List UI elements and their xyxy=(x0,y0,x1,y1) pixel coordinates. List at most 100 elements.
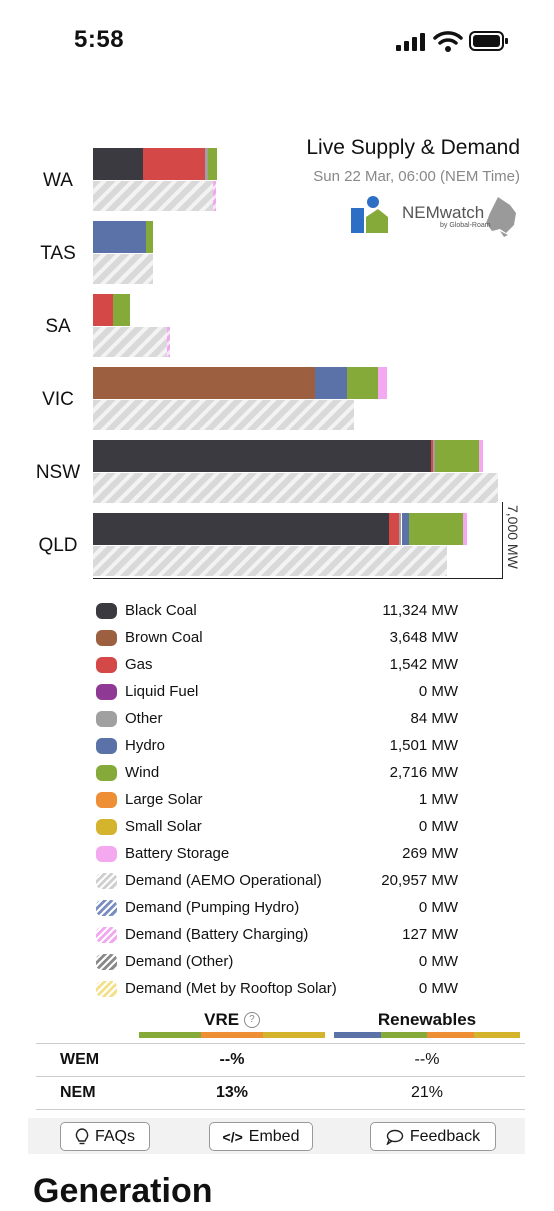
demand-bar-qld[interactable] xyxy=(93,546,448,576)
supply-bar-qld-other[interactable] xyxy=(398,513,402,545)
supply-bar-vic-wind[interactable] xyxy=(346,367,379,399)
legend-name: Hydro xyxy=(125,737,166,754)
demand-bar-tas[interactable] xyxy=(93,254,153,284)
supply-bar-nsw-wind[interactable] xyxy=(434,440,480,472)
section-heading: Generation xyxy=(33,1172,213,1210)
demand-bar-sa[interactable] xyxy=(93,327,168,357)
legend-swatch xyxy=(96,927,117,943)
supply-bar-wa-gas[interactable] xyxy=(143,148,206,180)
vre-color-strip xyxy=(139,1032,325,1038)
supply-bar-qld-wind[interactable] xyxy=(409,513,464,545)
feedback-button[interactable]: Feedback xyxy=(370,1122,496,1151)
vre-value: --% xyxy=(219,1051,245,1068)
legend-value: 127 MW xyxy=(402,926,458,943)
status-bar: 5:58 xyxy=(0,0,554,80)
legend-item[interactable]: Demand (Battery Charging) 127 MW xyxy=(96,924,466,951)
renewables-color-strip xyxy=(334,1032,520,1038)
legend-item[interactable]: Black Coal 11,324 MW xyxy=(96,600,466,627)
legend-swatch xyxy=(96,819,117,835)
status-time: 5:58 xyxy=(74,26,125,53)
supply-bar-tas-hydro[interactable] xyxy=(93,221,146,253)
legend-value: 269 MW xyxy=(402,845,458,862)
legend-name: Demand (Met by Rooftop Solar) xyxy=(125,980,337,997)
chart-subtitle: Sun 22 Mar, 06:00 (NEM Time) xyxy=(313,168,520,185)
row-label: NEM xyxy=(60,1084,96,1101)
supply-bar-vic-battery[interactable] xyxy=(378,367,387,399)
legend-name: Gas xyxy=(125,656,153,673)
supply-bar-qld-battery[interactable] xyxy=(463,513,467,545)
supply-bar-vic-hydro[interactable] xyxy=(315,367,347,399)
legend-value: 0 MW xyxy=(418,683,458,700)
legend-swatch xyxy=(96,981,117,997)
renewables-value: 21% xyxy=(410,1084,444,1101)
axis-max-label: 7,000 MW xyxy=(505,505,521,569)
region-label-wa: WA xyxy=(43,170,73,191)
demand-battery-charging-wa[interactable] xyxy=(212,181,217,211)
supply-bar-wa-black-coal[interactable] xyxy=(93,148,144,180)
legend-item[interactable]: Demand (Pumping Hydro) 0 MW xyxy=(96,897,466,924)
legend-swatch xyxy=(96,873,117,889)
supply-bar-sa-wind[interactable] xyxy=(112,294,130,326)
legend-item[interactable]: Large Solar 1 MW xyxy=(96,789,466,816)
action-toolbar: FAQs </> Embed Feedback xyxy=(28,1118,525,1154)
region-label-tas: TAS xyxy=(40,243,76,264)
supply-bar-qld-black-coal[interactable] xyxy=(93,513,389,545)
legend-item[interactable]: Brown Coal 3,648 MW xyxy=(96,627,466,654)
legend-item[interactable]: Demand (AEMO Operational) 20,957 MW xyxy=(96,870,466,897)
stats-row-nem: NEM 13% 21% xyxy=(36,1076,525,1110)
legend-item[interactable]: Demand (Met by Rooftop Solar) 0 MW xyxy=(96,978,466,1005)
supply-bar-nsw-gas[interactable] xyxy=(430,440,434,472)
legend-swatch xyxy=(96,900,117,916)
demand-bar-wa[interactable] xyxy=(93,181,213,211)
battery-icon xyxy=(469,31,508,51)
supply-bar-qld-hydro[interactable] xyxy=(401,513,410,545)
legend-item[interactable]: Gas 1,542 MW xyxy=(96,654,466,681)
legend-value: 2,716 MW xyxy=(389,764,458,781)
legend-swatch xyxy=(96,738,117,754)
supply-bar-wa-other[interactable] xyxy=(205,148,208,180)
vre-value: 13% xyxy=(215,1084,249,1101)
legend-swatch xyxy=(96,630,117,646)
legend-name: Other xyxy=(125,710,163,727)
faqs-button[interactable]: FAQs xyxy=(60,1122,150,1151)
nemwatch-logo[interactable]: NEMwatch by Global-Roam xyxy=(350,195,520,240)
legend-item[interactable]: Demand (Other) 0 MW xyxy=(96,951,466,978)
legend-value: 0 MW xyxy=(418,980,458,997)
legend-item[interactable]: Wind 2,716 MW xyxy=(96,762,466,789)
legend-value: 1 MW xyxy=(418,791,458,808)
legend-value: 84 MW xyxy=(410,710,458,727)
supply-bar-tas-wind[interactable] xyxy=(145,221,153,253)
supply-bar-vic-brown-coal[interactable] xyxy=(93,367,316,399)
region-label-qld: QLD xyxy=(38,535,78,556)
legend-item[interactable]: Battery Storage 269 MW xyxy=(96,843,466,870)
x-axis-line xyxy=(93,578,503,579)
supply-bar-nsw-other[interactable] xyxy=(433,440,435,472)
max-axis-line xyxy=(502,502,503,578)
legend-swatch xyxy=(96,792,117,808)
supply-bar-sa-gas[interactable] xyxy=(93,294,113,326)
legend-name: Brown Coal xyxy=(125,629,203,646)
supply-bar-qld-gas[interactable] xyxy=(388,513,399,545)
supply-bar-nsw-black-coal[interactable] xyxy=(93,440,431,472)
embed-label: Embed xyxy=(248,1127,300,1145)
demand-bar-vic[interactable] xyxy=(93,400,354,430)
wifi-icon xyxy=(433,31,463,52)
row-label: WEM xyxy=(60,1051,100,1068)
supply-bar-wa-wind[interactable] xyxy=(207,148,217,180)
supply-bar-nsw-battery[interactable] xyxy=(479,440,483,472)
legend-item[interactable]: Hydro 1,501 MW xyxy=(96,735,466,762)
legend-value: 0 MW xyxy=(418,818,458,835)
legend-swatch xyxy=(96,657,117,673)
demand-battery-charging-sa[interactable] xyxy=(167,327,170,357)
legend-swatch xyxy=(96,765,117,781)
demand-bar-nsw[interactable] xyxy=(93,473,499,503)
legend-value: 20,957 MW xyxy=(381,872,458,889)
embed-button[interactable]: </> Embed xyxy=(209,1122,313,1151)
help-icon[interactable]: ? xyxy=(243,1012,260,1028)
legend-item[interactable]: Liquid Fuel 0 MW xyxy=(96,681,466,708)
legend-name: Demand (Other) xyxy=(125,953,234,970)
legend-item[interactable]: Other 84 MW xyxy=(96,708,466,735)
legend-item[interactable]: Small Solar 0 MW xyxy=(96,816,466,843)
legend-value: 11,324 MW xyxy=(382,602,458,619)
legend-swatch xyxy=(96,684,117,700)
